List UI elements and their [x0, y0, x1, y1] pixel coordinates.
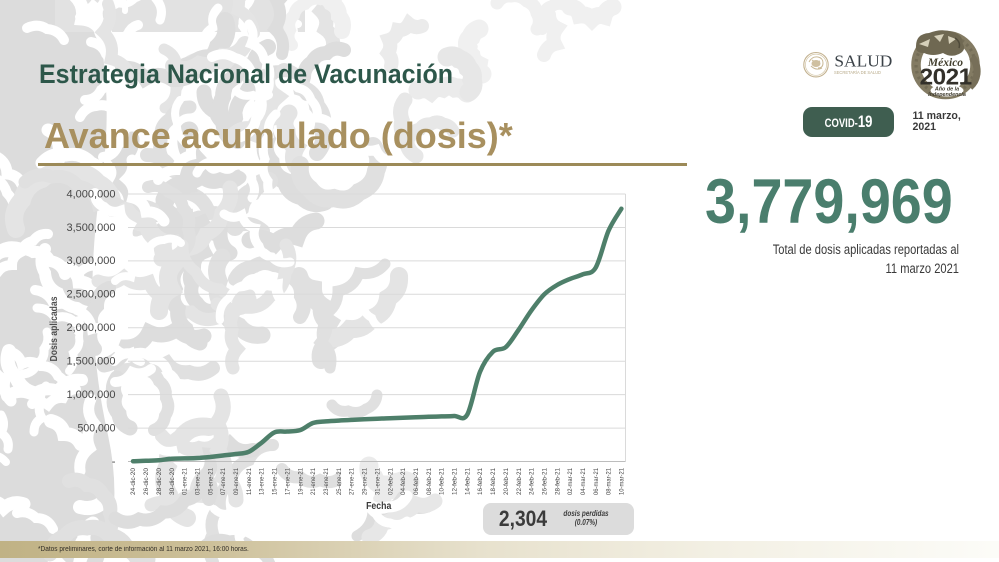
- svg-text:23-ene-21: 23-ene-21: [323, 468, 330, 495]
- svg-text:1,000,000: 1,000,000: [67, 389, 116, 401]
- svg-text:02-mar-21: 02-mar-21: [567, 468, 574, 495]
- svg-text:25-ene-21: 25-ene-21: [336, 468, 343, 495]
- svg-text:500,000: 500,000: [78, 422, 116, 434]
- svg-text:México: México: [927, 57, 963, 69]
- svg-text:26-dic-20: 26-dic-20: [143, 468, 150, 495]
- svg-text:-: -: [112, 456, 116, 468]
- svg-text:06-mar-21: 06-mar-21: [593, 468, 600, 495]
- svg-text:SALUD: SALUD: [834, 51, 892, 70]
- svg-text:30-dic-20: 30-dic-20: [169, 468, 176, 495]
- svg-text:13-ene-21: 13-ene-21: [259, 468, 266, 495]
- svg-text:08-feb-21: 08-feb-21: [426, 468, 433, 495]
- svg-text:08-mar-21: 08-mar-21: [606, 468, 613, 495]
- svg-text:2021: 2021: [920, 64, 972, 90]
- svg-text:SECRETARÍA DE SALUD: SECRETARÍA DE SALUD: [834, 70, 881, 75]
- svg-text:10-mar-21: 10-mar-21: [619, 468, 626, 495]
- svg-text:27-ene-21: 27-ene-21: [349, 468, 356, 495]
- svg-text:05-ene-21: 05-ene-21: [207, 468, 214, 495]
- svg-text:11-ene-21: 11-ene-21: [246, 468, 253, 495]
- svg-text:18-feb-21: 18-feb-21: [490, 468, 497, 495]
- svg-text:09-ene-21: 09-ene-21: [233, 468, 240, 495]
- svg-text:16-feb-21: 16-feb-21: [477, 468, 484, 495]
- svg-text:06-feb-21: 06-feb-21: [413, 468, 420, 495]
- svg-text:31-ene-21: 31-ene-21: [374, 468, 381, 495]
- svg-text:1,500,000: 1,500,000: [67, 356, 116, 368]
- svg-text:28-feb-21: 28-feb-21: [554, 468, 561, 495]
- svg-text:24-dic-20: 24-dic-20: [130, 468, 137, 495]
- svg-text:04-mar-21: 04-mar-21: [580, 468, 587, 495]
- svg-text:03-ene-21: 03-ene-21: [195, 468, 202, 495]
- svg-text:26-feb-21: 26-feb-21: [542, 468, 549, 495]
- svg-text:12-feb-21: 12-feb-21: [452, 468, 459, 495]
- svg-text:4,000,000: 4,000,000: [67, 188, 116, 200]
- svg-text:15-ene-21: 15-ene-21: [272, 468, 279, 495]
- svg-text:Independencia: Independencia: [928, 92, 966, 98]
- svg-text:07-ene-21: 07-ene-21: [220, 468, 227, 495]
- svg-text:24-feb-21: 24-feb-21: [529, 468, 536, 495]
- svg-text:19-ene-21: 19-ene-21: [297, 468, 304, 495]
- svg-text:Año de la: Año de la: [934, 87, 959, 93]
- svg-text:22-feb-21: 22-feb-21: [516, 468, 523, 495]
- svg-text:3,000,000: 3,000,000: [67, 255, 116, 267]
- svg-text:02-feb-21: 02-feb-21: [387, 468, 394, 495]
- svg-text:28-dic-20: 28-dic-20: [156, 468, 163, 495]
- svg-text:17-ene-21: 17-ene-21: [284, 468, 291, 495]
- svg-text:3,500,000: 3,500,000: [67, 222, 116, 234]
- svg-text:2,000,000: 2,000,000: [67, 322, 116, 334]
- svg-text:29-ene-21: 29-ene-21: [362, 468, 369, 495]
- svg-text:Dosis aplicadas: Dosis aplicadas: [49, 296, 60, 361]
- svg-text:21-ene-21: 21-ene-21: [310, 468, 317, 495]
- svg-text:10-feb-21: 10-feb-21: [439, 468, 446, 495]
- svg-text:20-feb-21: 20-feb-21: [503, 468, 510, 495]
- svg-text:2,500,000: 2,500,000: [67, 289, 116, 301]
- svg-text:01-ene-21: 01-ene-21: [182, 468, 189, 495]
- svg-text:04-feb-21: 04-feb-21: [400, 468, 407, 495]
- svg-text:14-feb-21: 14-feb-21: [464, 468, 471, 495]
- svg-text:Fecha: Fecha: [366, 501, 391, 512]
